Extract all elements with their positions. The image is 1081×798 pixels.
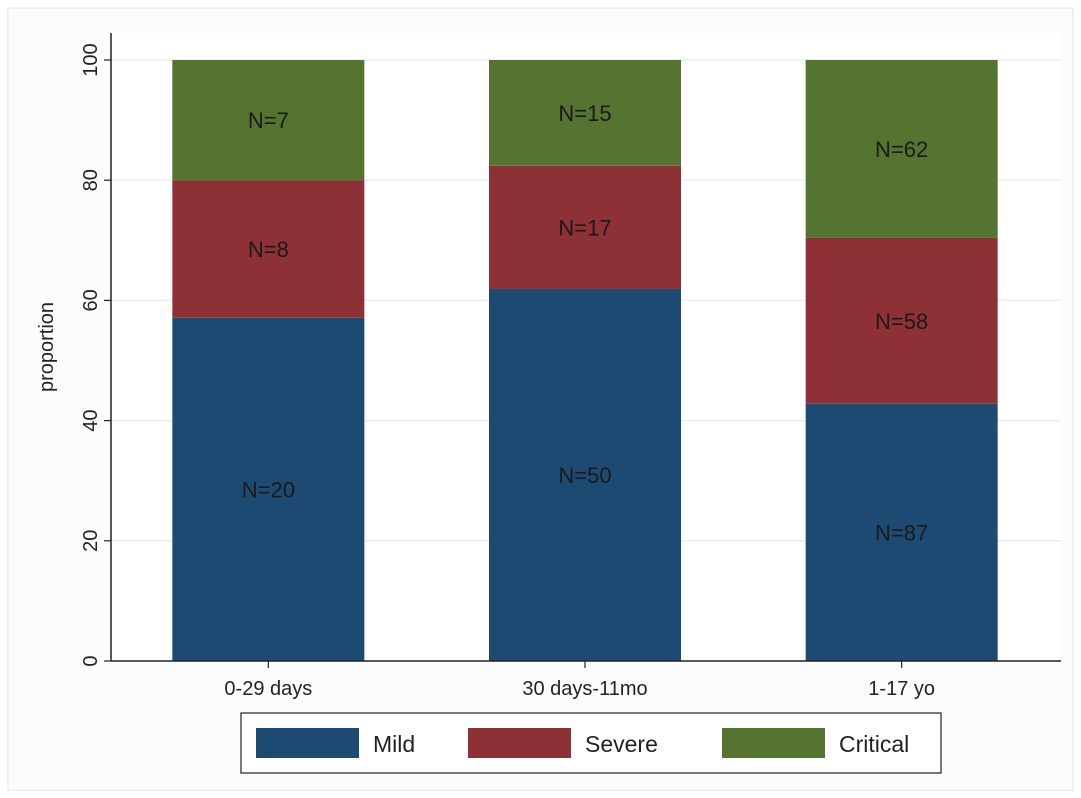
bar-severe	[805, 237, 998, 404]
bar-mild	[489, 288, 681, 661]
data-label: N=17	[558, 215, 611, 240]
data-label: N=20	[242, 477, 295, 502]
y-tick-label: 20	[80, 530, 102, 552]
data-label: N=50	[558, 463, 611, 488]
legend-swatch-mild	[256, 728, 359, 758]
y-axis-title: proportion	[36, 302, 58, 392]
bar-mild	[172, 317, 365, 661]
y-tick-label: 80	[80, 169, 102, 191]
x-tick-label: 30 days-11mo	[522, 678, 647, 700]
data-label: N=7	[248, 108, 289, 133]
y-tick-label: 0	[80, 655, 102, 666]
legend-swatch-critical	[722, 728, 825, 758]
y-tick-label: 60	[80, 289, 102, 311]
data-label: N=58	[875, 309, 928, 334]
legend-label-severe: Severe	[585, 731, 658, 757]
bar-critical	[489, 60, 681, 166]
x-tick-label: 1-17 yo	[868, 678, 935, 700]
bar-severe	[172, 180, 365, 318]
y-tick-label: 40	[80, 409, 102, 431]
bar-severe	[489, 165, 681, 289]
bar-critical	[805, 60, 998, 238]
bar-mild	[805, 403, 998, 661]
data-label: N=62	[875, 137, 928, 162]
data-label: N=15	[558, 101, 611, 126]
bar-critical	[172, 60, 365, 181]
y-tick-label: 100	[80, 43, 102, 76]
data-label: N=87	[875, 520, 928, 545]
x-tick-label: 0-29 days	[224, 678, 312, 700]
data-label: N=8	[248, 237, 289, 262]
legend-label-mild: Mild	[373, 731, 415, 757]
legend-label-critical: Critical	[839, 731, 909, 757]
legend-swatch-severe	[468, 728, 571, 758]
